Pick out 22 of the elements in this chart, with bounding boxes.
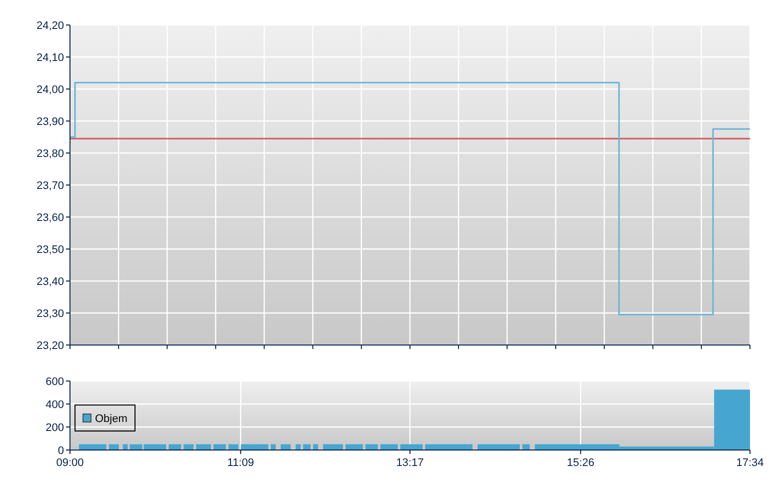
x-tick-label: 17:34 (736, 457, 764, 469)
y-tick-label: 23,20 (36, 340, 64, 352)
y-tick-label: 24,10 (36, 52, 64, 64)
y-tick-label: 200 (46, 422, 64, 434)
x-tick-label: 15:26 (566, 457, 594, 469)
x-tick-label: 09:00 (56, 457, 84, 469)
y-tick-label: 23,60 (36, 212, 64, 224)
y-tick-label: 23,80 (36, 148, 64, 160)
y-tick-label: 23,50 (36, 244, 64, 256)
y-tick-label: 400 (46, 398, 64, 411)
y-tick-label: 23,90 (36, 116, 64, 128)
legend: Objem (74, 404, 136, 432)
series-label: Objem (95, 413, 128, 425)
x-tick-label: 13:17 (396, 457, 424, 469)
y-tick-label: 23,40 (36, 276, 64, 288)
y-tick-label: 24,20 (36, 20, 64, 32)
y-tick-label: 23,70 (36, 180, 64, 192)
y-tick-label: 0 (58, 444, 64, 457)
y-tick-label: 23,30 (36, 308, 64, 320)
y-tick-label: 24,00 (36, 84, 64, 96)
y-tick-label: 600 (46, 376, 64, 388)
x-tick-label: 11:09 (227, 457, 254, 469)
